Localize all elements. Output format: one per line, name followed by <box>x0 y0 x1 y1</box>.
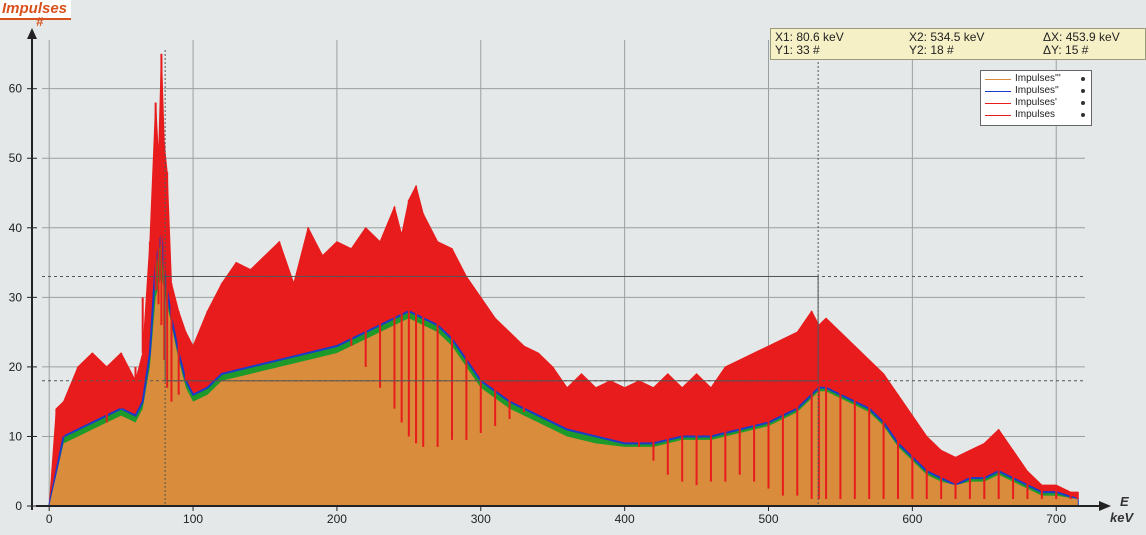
legend-dot-icon <box>1081 89 1085 93</box>
legend-dot-icon <box>1081 77 1085 81</box>
cursor-dy-readout: ΔY: 15 # <box>1043 43 1089 57</box>
chart-legend: Impulses''' Impulses'' Impulses' Impulse… <box>980 70 1092 126</box>
x-axis-arrow-icon <box>1099 501 1111 511</box>
legend-line-icon <box>985 103 1011 104</box>
legend-label: Impulses <box>1015 109 1056 120</box>
legend-item[interactable]: Impulses'' <box>981 85 1091 97</box>
cursor-range-box <box>164 275 819 382</box>
legend-label: Impulses''' <box>1015 73 1061 84</box>
y-tick-label: 60 <box>9 82 23 96</box>
y-tick-label: 50 <box>9 151 23 165</box>
y-tick-label: 10 <box>9 429 23 443</box>
cursor-x1-readout: X1: 80.6 keV <box>775 30 844 44</box>
y-tick-label: 30 <box>9 290 23 304</box>
x-tick-label: 600 <box>902 512 922 526</box>
x-tick-label: 200 <box>327 512 347 526</box>
cursor-x2-readout: X2: 534.5 keV <box>909 30 985 44</box>
y-axis-arrow-icon <box>27 28 37 39</box>
cursor-y1-readout: Y1: 33 # <box>775 43 820 57</box>
x-axis-unit: keV <box>1110 510 1134 525</box>
x-tick-label: 100 <box>183 512 203 526</box>
x-tick-label: 0 <box>46 512 53 526</box>
cursor-y2-readout: Y2: 18 # <box>909 43 954 57</box>
x-tick-label: 300 <box>471 512 491 526</box>
legend-item[interactable]: Impulses''' <box>981 73 1091 85</box>
legend-item[interactable]: Impulses <box>981 109 1091 121</box>
legend-dot-icon <box>1081 101 1085 105</box>
legend-dot-icon <box>1081 113 1085 117</box>
legend-line-icon <box>985 79 1011 80</box>
y-axis-label: # <box>36 14 44 29</box>
y-tick-label: 0 <box>15 499 22 513</box>
legend-line-icon <box>985 115 1011 116</box>
legend-label: Impulses'' <box>1015 85 1059 96</box>
x-tick-label: 500 <box>758 512 778 526</box>
legend-label: Impulses' <box>1015 97 1057 108</box>
series-area-3 <box>49 276 1078 506</box>
cursor-dx-readout: ΔX: 453.9 keV <box>1043 30 1120 44</box>
cursor-readout-panel: X1: 80.6 keV Y1: 33 # X2: 534.5 keV Y2: … <box>770 28 1146 60</box>
legend-line-icon <box>985 91 1011 92</box>
y-tick-label: 40 <box>9 221 23 235</box>
chart-title: Impulses <box>0 0 72 20</box>
x-axis-label: E <box>1120 494 1129 509</box>
legend-item[interactable]: Impulses' <box>981 97 1091 109</box>
y-tick-label: 20 <box>9 360 23 374</box>
x-tick-label: 700 <box>1046 512 1066 526</box>
x-tick-label: 400 <box>615 512 635 526</box>
